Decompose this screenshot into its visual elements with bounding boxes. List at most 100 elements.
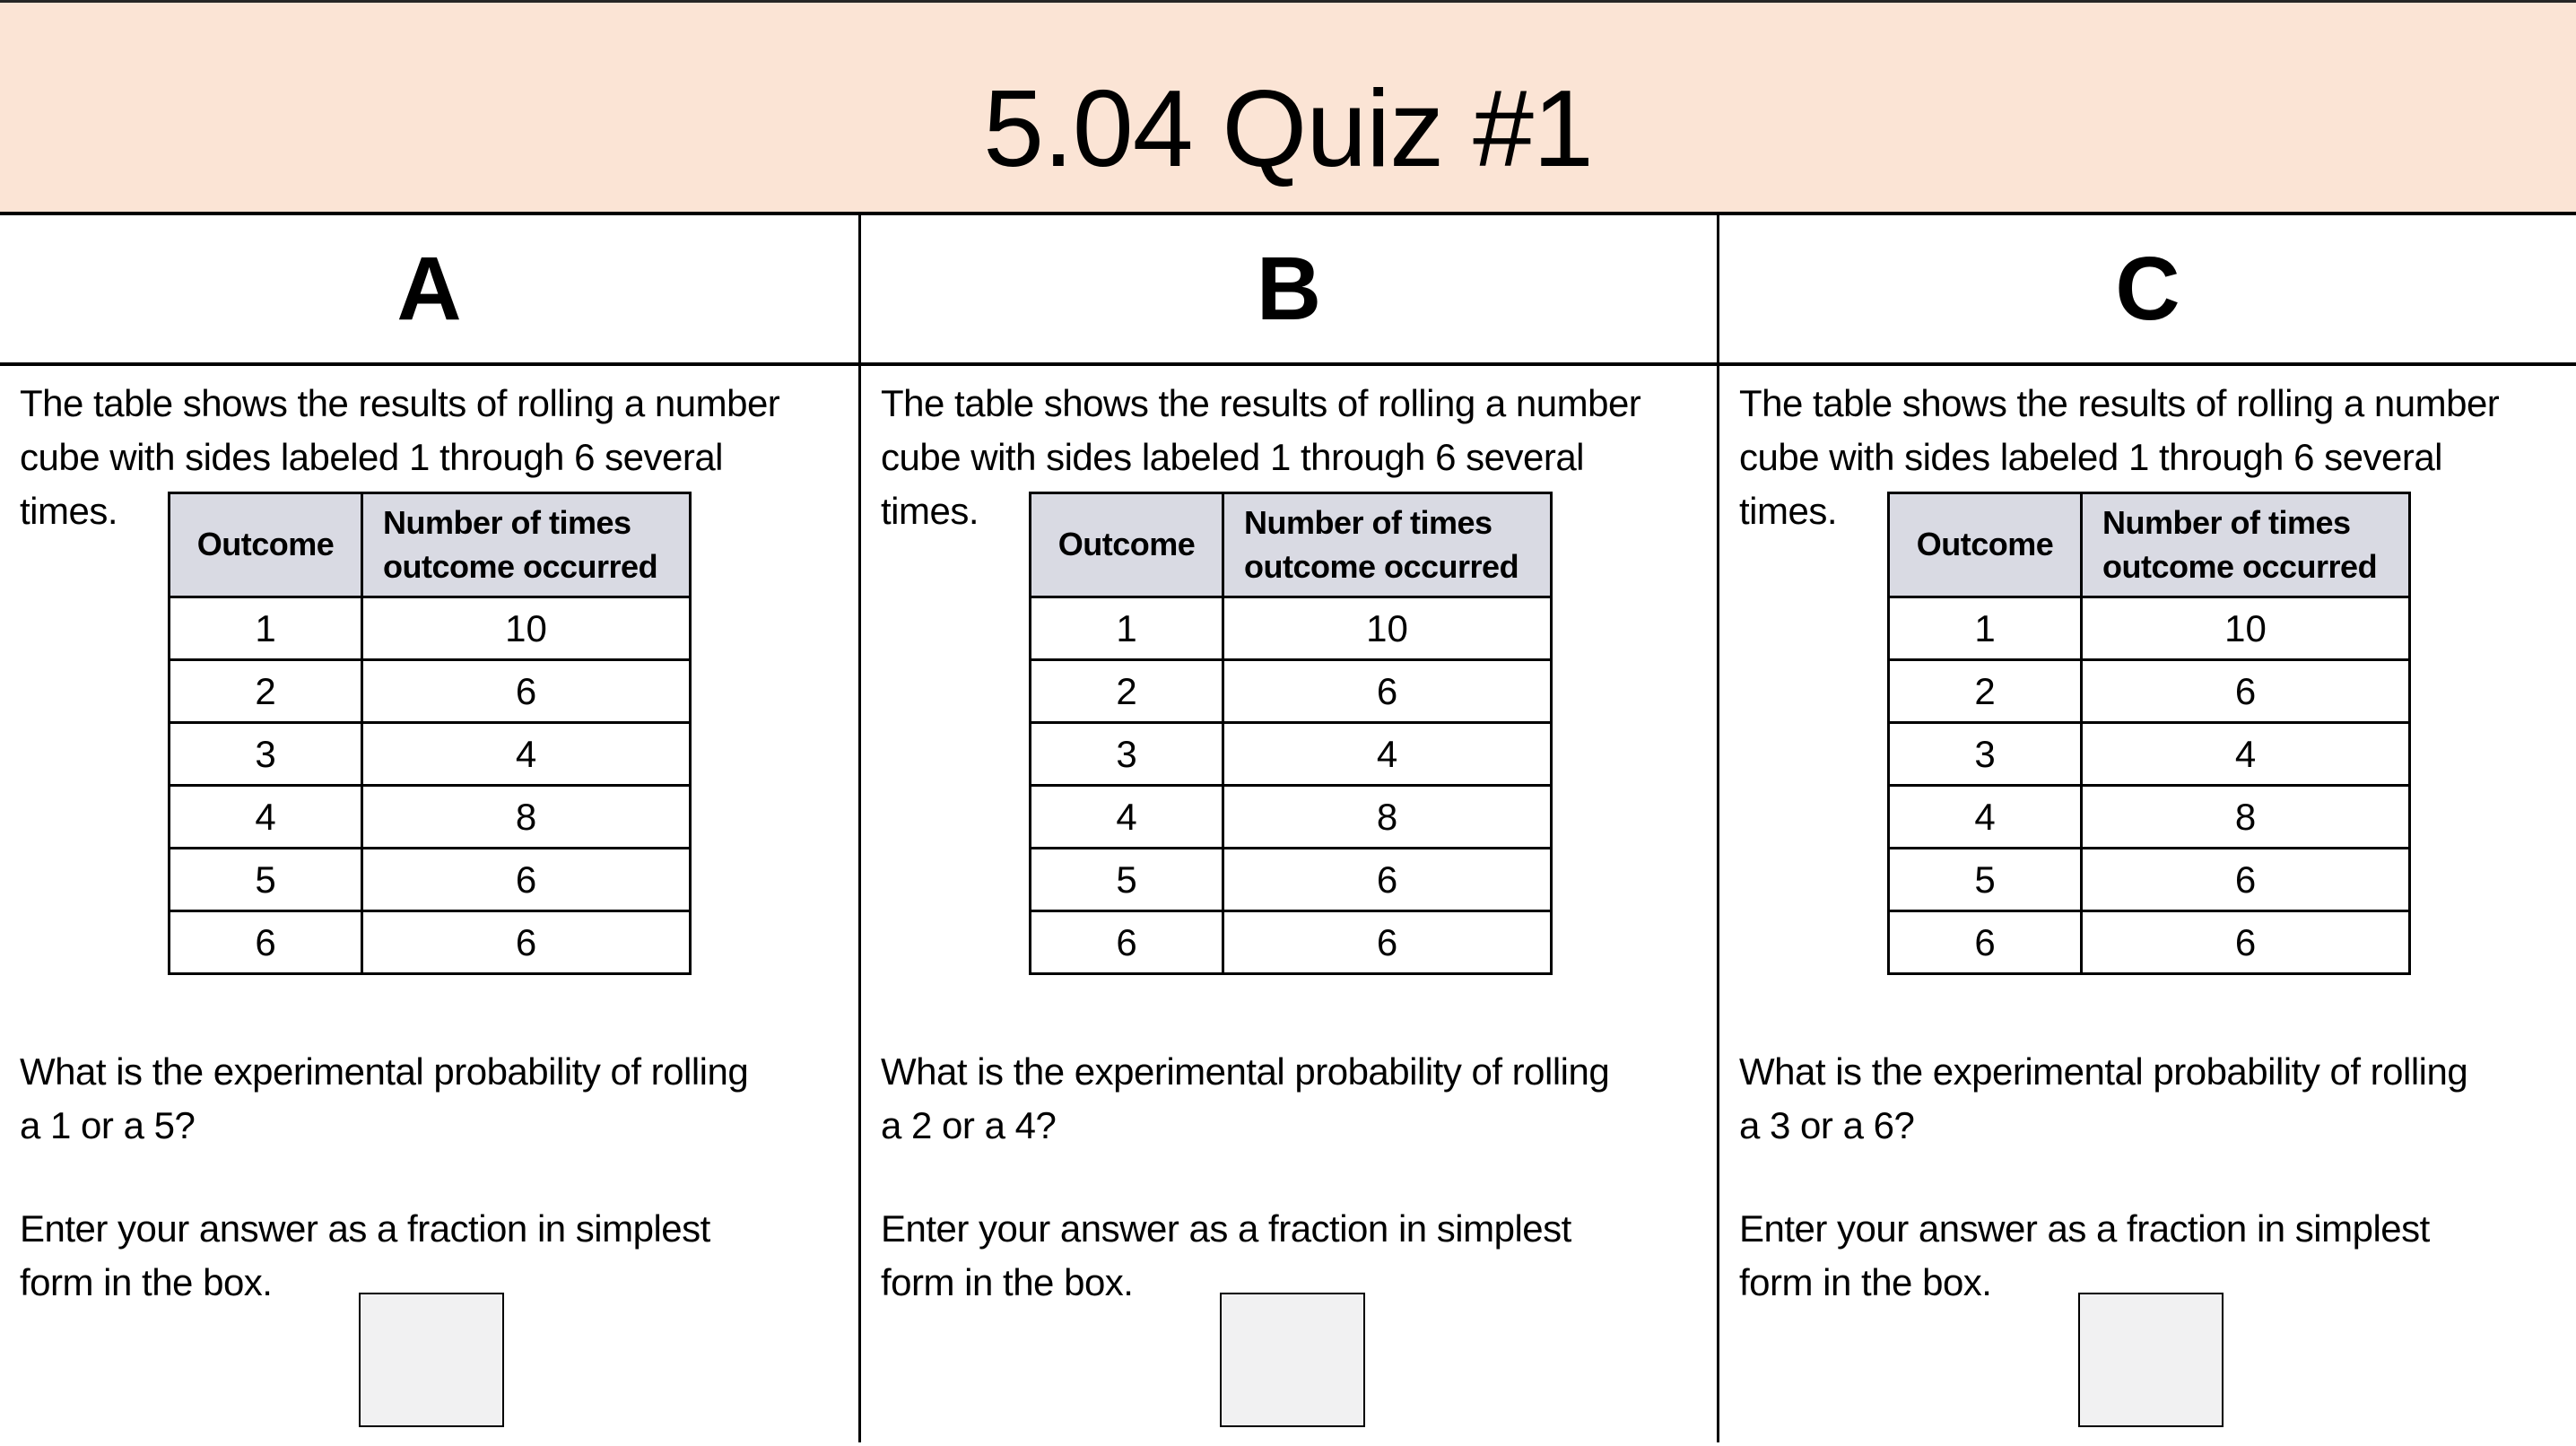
- count-cell: 4: [361, 721, 692, 788]
- intro-line: cube with sides labeled 1 through 6 seve…: [20, 436, 724, 478]
- intro-line: cube with sides labeled 1 through 6 seve…: [1739, 436, 2443, 478]
- count-cell: 6: [2080, 658, 2411, 725]
- answer-instructions: Enter your answer as a fraction in simpl…: [1739, 1202, 2430, 1310]
- column-label-b: B: [858, 215, 1717, 362]
- outcome-cell: 4: [1029, 784, 1224, 850]
- count-cell: 10: [1222, 596, 1553, 662]
- instruction-line: Enter your answer as a fraction in simpl…: [20, 1207, 710, 1250]
- outcome-header-cell: Outcome: [1887, 491, 2083, 599]
- outcome-cell: 5: [1029, 847, 1224, 913]
- count-header-cell: Number of times outcome occurred: [2080, 491, 2411, 599]
- intro-text: The table shows the results of rolling a…: [1739, 377, 2500, 538]
- answer-instructions: Enter your answer as a fraction in simpl…: [881, 1202, 1571, 1310]
- column-letter-row: A B C: [0, 215, 2576, 366]
- outcome-cell: 1: [1887, 596, 2083, 662]
- quiz-panel-b: The table shows the results of rolling a…: [858, 366, 1717, 1442]
- outcome-header-cell: Outcome: [1029, 491, 1224, 599]
- count-cell: 6: [2080, 847, 2411, 913]
- count-cell: 8: [361, 784, 692, 850]
- outcome-cell: 5: [168, 847, 363, 913]
- quiz-header-band: 5.04 Quiz #1: [0, 3, 2576, 215]
- question-line: a 3 or a 6?: [1739, 1104, 1915, 1146]
- count-cell: 10: [361, 596, 692, 662]
- table-row: 1 10: [1887, 596, 2411, 662]
- question-text: What is the experimental probability of …: [20, 1045, 749, 1153]
- intro-line: times.: [1739, 490, 1838, 532]
- count-cell: 6: [1222, 658, 1553, 725]
- outcome-cell: 5: [1887, 847, 2083, 913]
- outcome-cell: 3: [168, 721, 363, 788]
- count-cell: 10: [2080, 596, 2411, 662]
- outcome-cell: 1: [168, 596, 363, 662]
- outcome-table: Outcome Number of times outcome occurred…: [1029, 491, 1553, 976]
- column-label-c: C: [1717, 215, 2576, 362]
- instruction-line: Enter your answer as a fraction in simpl…: [881, 1207, 1571, 1250]
- count-cell: 8: [1222, 784, 1553, 850]
- count-cell: 6: [2080, 910, 2411, 976]
- question-line: What is the experimental probability of …: [881, 1050, 1610, 1093]
- intro-line: The table shows the results of rolling a…: [1739, 382, 2500, 424]
- intro-line: The table shows the results of rolling a…: [881, 382, 1641, 424]
- count-cell: 6: [361, 847, 692, 913]
- table-header-row: Outcome Number of times outcome occurred: [1029, 491, 1553, 599]
- intro-line: times.: [20, 490, 118, 532]
- outcome-cell: 3: [1029, 721, 1224, 788]
- table-row: 1 10: [168, 596, 692, 662]
- count-cell: 6: [1222, 847, 1553, 913]
- intro-text: The table shows the results of rolling a…: [881, 377, 1641, 538]
- count-cell: 4: [2080, 721, 2411, 788]
- count-cell: 4: [1222, 721, 1553, 788]
- answer-input-box[interactable]: [359, 1293, 504, 1427]
- intro-line: cube with sides labeled 1 through 6 seve…: [881, 436, 1585, 478]
- question-text: What is the experimental probability of …: [881, 1045, 1610, 1153]
- outcome-cell: 6: [1029, 910, 1224, 976]
- outcome-cell: 6: [1887, 910, 2083, 976]
- outcome-cell: 2: [1887, 658, 2083, 725]
- outcome-header-cell: Outcome: [168, 491, 363, 599]
- instruction-line: form in the box.: [881, 1261, 1134, 1303]
- count-cell: 8: [2080, 784, 2411, 850]
- table-row: 1 10: [1029, 596, 1553, 662]
- quiz-panel-c: The table shows the results of rolling a…: [1717, 366, 2576, 1442]
- intro-line: The table shows the results of rolling a…: [20, 382, 780, 424]
- count-header-cell: Number of times outcome occurred: [361, 491, 692, 599]
- outcome-cell: 4: [168, 784, 363, 850]
- column-label-a: A: [396, 239, 462, 339]
- question-line: a 2 or a 4?: [881, 1104, 1057, 1146]
- page-title: 5.04 Quiz #1: [983, 67, 1594, 189]
- outcome-cell: 3: [1887, 721, 2083, 788]
- outcome-table: Outcome Number of times outcome occurred…: [1887, 491, 2411, 976]
- outcome-cell: 6: [168, 910, 363, 976]
- content-row: The table shows the results of rolling a…: [0, 366, 2576, 1442]
- outcome-cell: 2: [1029, 658, 1224, 725]
- quiz-panel-a: The table shows the results of rolling a…: [0, 366, 858, 1442]
- table-header-row: Outcome Number of times outcome occurred: [168, 491, 692, 599]
- outcome-cell: 4: [1887, 784, 2083, 850]
- count-cell: 6: [1222, 910, 1553, 976]
- table-header-row: Outcome Number of times outcome occurred: [1887, 491, 2411, 599]
- outcome-table: Outcome Number of times outcome occurred…: [168, 491, 692, 976]
- count-cell: 6: [361, 658, 692, 725]
- answer-input-box[interactable]: [2078, 1293, 2224, 1427]
- question-line: What is the experimental probability of …: [20, 1050, 749, 1093]
- instruction-line: form in the box.: [20, 1261, 273, 1303]
- count-cell: 6: [361, 910, 692, 976]
- intro-text: The table shows the results of rolling a…: [20, 377, 780, 538]
- count-header-cell: Number of times outcome occurred: [1222, 491, 1553, 599]
- answer-input-box[interactable]: [1220, 1293, 1365, 1427]
